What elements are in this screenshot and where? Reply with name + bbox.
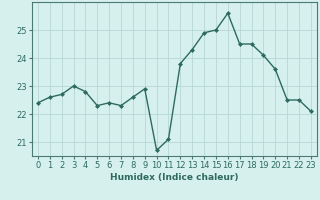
X-axis label: Humidex (Indice chaleur): Humidex (Indice chaleur) xyxy=(110,173,239,182)
